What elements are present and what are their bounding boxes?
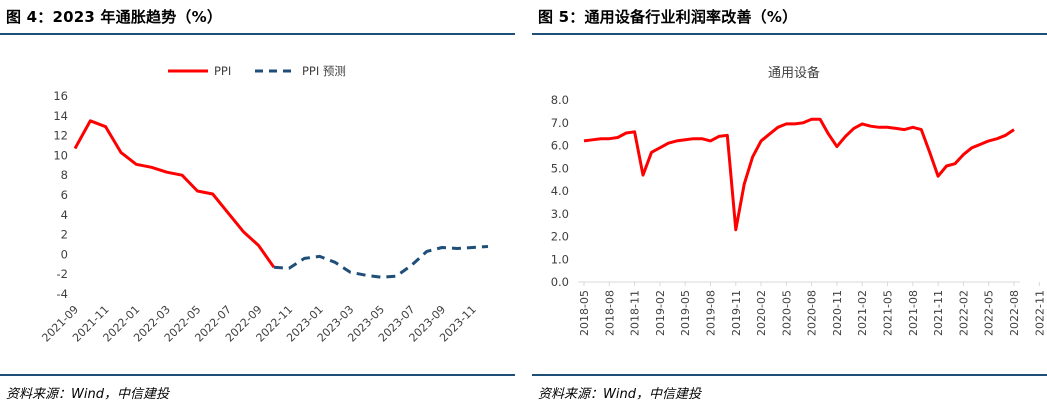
- ppi-line: [73, 119, 276, 269]
- y-tick-label: 3.0: [551, 207, 569, 221]
- y-tick-label: 4.0: [551, 184, 569, 198]
- x-tick-label: 2018-11: [629, 290, 642, 336]
- bottom-rule: [532, 374, 1047, 376]
- top-rule: [532, 33, 1047, 35]
- x-tick-label: 2018-05: [578, 290, 591, 336]
- x-tick-label: 2022-11: [1033, 290, 1046, 336]
- x-tick-label: 2022-02: [957, 290, 970, 336]
- legend-ppi-label: PPI: [214, 64, 231, 78]
- x-tick-label: 2020-08: [806, 290, 819, 336]
- y-tick-label: 7.0: [551, 116, 569, 130]
- top-rule: [0, 33, 515, 35]
- x-tick-label: 2021-08: [907, 290, 920, 336]
- x-tick-label: 2020-11: [831, 290, 844, 336]
- figure-5-panel: 图 5：通用设备行业利润率改善（%） 通用设备 8.0 7.0 6.0 5.0 4.0 3.…: [532, 0, 1047, 413]
- y-tick-label: 16: [53, 89, 68, 103]
- x-tick-label: 2021-11: [932, 290, 945, 336]
- y-tick-label: 8: [61, 168, 68, 182]
- y-tick-label: 12: [53, 129, 68, 143]
- y-tick-label: 8.0: [551, 93, 569, 107]
- y-tick-label: -4: [57, 287, 68, 301]
- y-tick-label: -2: [57, 267, 68, 281]
- x-tick-label: 2019-08: [704, 290, 717, 336]
- chart-title: 通用设备: [768, 65, 820, 81]
- profit-margin-chart: 通用设备 8.0 7.0 6.0 5.0 4.0 3.0 2.0 1.0 0.0 2018-05 20…: [551, 65, 1047, 336]
- bottom-rule: [0, 374, 515, 376]
- figure-5-title: 图 5：通用设备行业利润率改善（%）: [538, 8, 798, 26]
- ppi-forecast-line: [273, 245, 489, 279]
- x-tick-label: 2018-08: [603, 290, 616, 336]
- figure-4-title: 图 4：2023 年通胀趋势（%）: [6, 8, 223, 26]
- x-tick-label: 2020-02: [755, 290, 768, 336]
- y-tick-label: 4: [61, 208, 68, 222]
- y-tick-label: 2: [61, 228, 68, 242]
- x-tick-label: 2019-05: [679, 290, 692, 336]
- y-tick-label: 2.0: [551, 230, 569, 244]
- x-tick-label: 2019-02: [654, 290, 667, 336]
- y-tick-label: 1.0: [551, 252, 569, 266]
- ppi-chart: 1614121086420-2-42021-092021-112022-0120…: [39, 64, 489, 345]
- x-tick-label: 2022-05: [983, 290, 996, 336]
- figure-5-source: 资料来源：Wind，中信建投: [538, 387, 701, 402]
- x-tick-label: 2019-11: [730, 290, 743, 336]
- figure-4-panel: 图 4：2023 年通胀趋势（%） 16 14 12 10 8 6 4 2 0 -2 -4 2021-…: [0, 0, 515, 413]
- profit-margin-line: [583, 117, 1015, 232]
- y-tick-label: 0.0: [551, 275, 569, 289]
- figure-4-source: 资料来源：Wind，中信建投: [6, 387, 169, 402]
- x-tick-label: 2022-08: [1008, 290, 1021, 336]
- y-tick-label: 0: [61, 247, 68, 261]
- y-tick-label: 5.0: [551, 161, 569, 175]
- y-tick-label: 10: [53, 148, 68, 162]
- x-tick-label: 2021-02: [856, 290, 869, 336]
- x-tick-label: 2021-05: [882, 290, 895, 336]
- y-tick-label: 6.0: [551, 139, 569, 153]
- x-tick-label: 2020-05: [780, 290, 793, 336]
- legend-forecast-label: PPI 预测: [302, 64, 346, 78]
- y-tick-label: 14: [53, 109, 68, 123]
- y-tick-label: 6: [61, 188, 68, 202]
